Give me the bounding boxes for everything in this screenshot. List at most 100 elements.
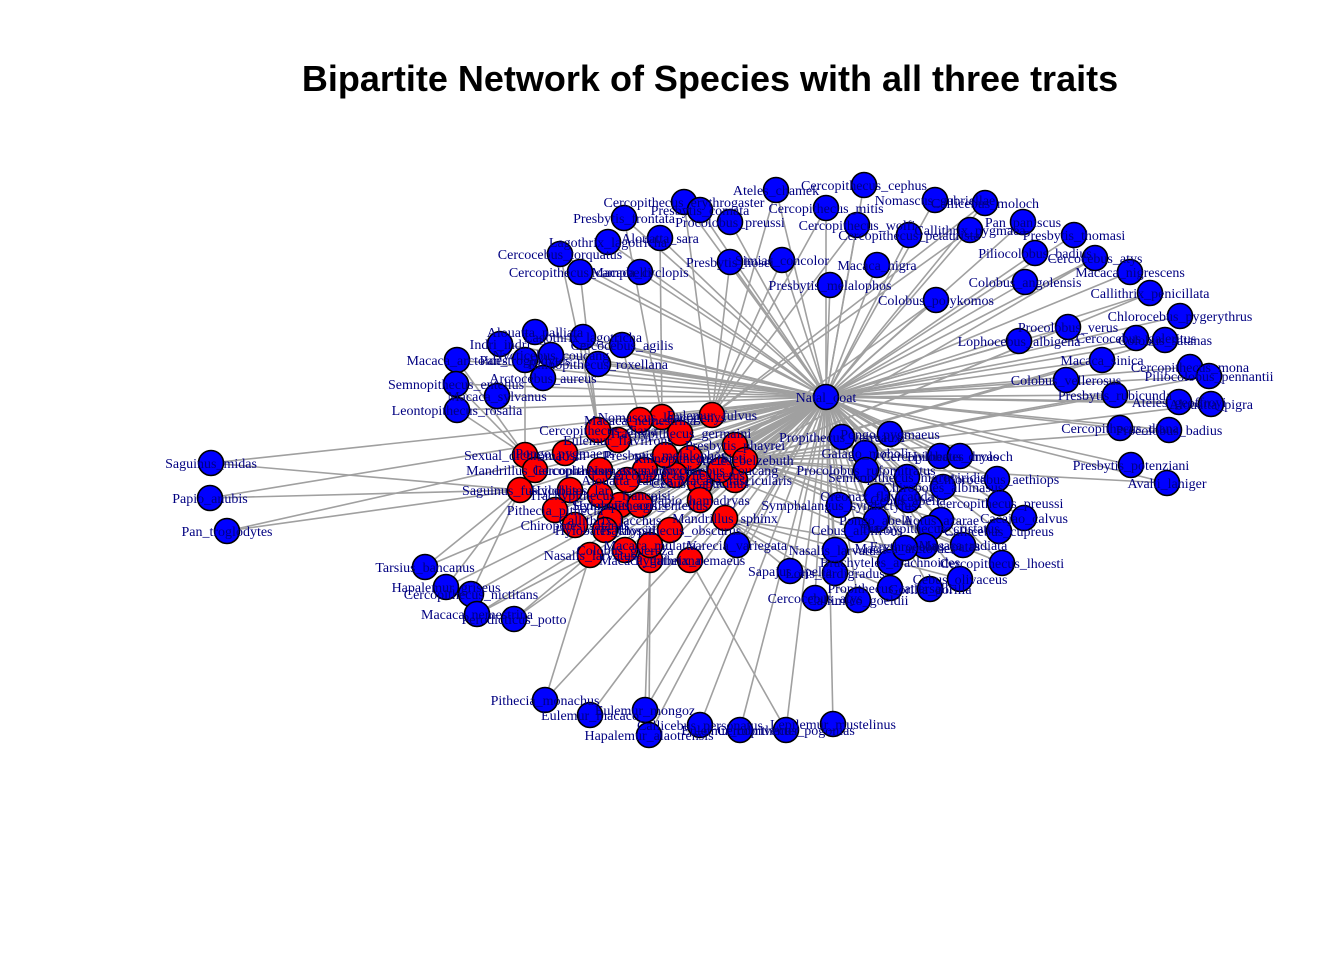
trait-node-label: Ateles_belzebuth bbox=[696, 454, 793, 469]
species-node bbox=[988, 549, 1016, 577]
species-node-label: Loris_tardigradus bbox=[785, 567, 885, 582]
edge bbox=[825, 264, 878, 398]
species-node-label: Presbytis_frontata bbox=[573, 212, 676, 227]
edge bbox=[789, 396, 827, 572]
species-node bbox=[1117, 451, 1145, 479]
species-node-label: Procolobus_preussi bbox=[675, 216, 785, 231]
edge bbox=[648, 396, 827, 736]
trait-node-label: Sexual_dichromatism bbox=[464, 449, 586, 464]
edge bbox=[825, 281, 1026, 398]
trait-node bbox=[711, 504, 739, 532]
trait-node bbox=[541, 496, 569, 524]
trait-node bbox=[731, 446, 759, 474]
species-node bbox=[801, 584, 829, 612]
edge bbox=[496, 395, 827, 398]
species-node bbox=[1060, 221, 1088, 249]
edge bbox=[579, 271, 827, 398]
species-node-label: Cercopithecus_mona bbox=[1131, 361, 1250, 376]
edge bbox=[582, 336, 599, 431]
species-node-label: Macaca_nemestrina bbox=[421, 608, 534, 623]
species-node-label: Pithecia_monachus bbox=[491, 694, 600, 709]
species-node bbox=[891, 534, 919, 562]
species-node bbox=[929, 473, 957, 501]
species-node bbox=[1054, 313, 1082, 341]
species-node-label: Lepilemur_mustelinus bbox=[770, 718, 896, 733]
edge bbox=[729, 261, 827, 398]
species-node bbox=[626, 258, 654, 286]
species-node-label: Sapajus_apella bbox=[748, 565, 833, 580]
species-node bbox=[843, 516, 871, 544]
species-node-label: Cercopithecus_wolfi bbox=[799, 219, 916, 234]
species-node bbox=[876, 420, 904, 448]
edge bbox=[825, 337, 1137, 398]
trait-node-label: Chiropotes_satanas bbox=[521, 519, 630, 534]
species-node-label: Piliocolobus_badius bbox=[978, 247, 1092, 262]
species-node-label: Rhinopithecus_roxellana bbox=[528, 358, 669, 373]
species-node bbox=[949, 531, 977, 559]
species-node-label: Cebus_albifrons bbox=[811, 524, 903, 539]
species-node-label: Cacajao_calvus bbox=[980, 512, 1068, 527]
species-node-label: Cercopithecus_preussi bbox=[937, 497, 1064, 512]
edge bbox=[445, 489, 521, 588]
species-node bbox=[608, 331, 636, 359]
hub-node-label: Natal_coat bbox=[796, 391, 857, 406]
species-node bbox=[1021, 239, 1049, 267]
species-node bbox=[463, 600, 491, 628]
species-node-label: Presbytis_potenziani bbox=[1073, 459, 1190, 474]
edge bbox=[825, 396, 836, 551]
species-node-label: Varecia_variegata bbox=[687, 539, 788, 554]
edge bbox=[734, 479, 858, 531]
edge bbox=[711, 189, 777, 416]
species-node bbox=[1197, 390, 1225, 418]
species-node-label: Cercocebus_agilis bbox=[571, 339, 674, 354]
edge bbox=[744, 433, 891, 461]
species-node-label: Trachypithecus_cristatus bbox=[860, 522, 999, 537]
edge bbox=[455, 383, 827, 398]
trait-node-label: Hylobates_lar bbox=[531, 484, 610, 499]
species-node bbox=[825, 491, 853, 519]
species-node-label: Aotus_azarae bbox=[903, 514, 979, 529]
trait-node-label: Cebus_capucinus bbox=[651, 477, 749, 492]
species-node-label: Alouatta_palliata bbox=[487, 326, 584, 341]
trait-node bbox=[561, 511, 589, 539]
edge bbox=[825, 396, 1000, 532]
species-node bbox=[985, 517, 1013, 545]
species-node-label: Cercopithecus_campbelli bbox=[509, 266, 651, 281]
species-node bbox=[1165, 388, 1193, 416]
species-node bbox=[768, 246, 796, 274]
edge bbox=[621, 344, 827, 398]
edge bbox=[711, 229, 971, 416]
trait-node bbox=[651, 441, 679, 469]
trait-node-label: Trachypithecus_germaini bbox=[609, 427, 752, 442]
species-node bbox=[443, 396, 471, 424]
species-node-label: Pan_paniscus bbox=[985, 216, 1061, 231]
species-node bbox=[1101, 381, 1129, 409]
species-node-label: Galago_moholi bbox=[821, 447, 908, 462]
trait-node-label: Nomascus_leucogenys bbox=[598, 411, 726, 426]
edge bbox=[226, 489, 521, 532]
edge bbox=[711, 261, 731, 416]
species-node bbox=[197, 449, 225, 477]
edge bbox=[589, 396, 827, 716]
species-node-label: Brachyteles_arachnoides bbox=[820, 556, 960, 571]
edge bbox=[825, 340, 1020, 398]
species-node-label: Callimico_goeldii bbox=[807, 594, 908, 609]
species-node-label: Callicebus_cupreus bbox=[944, 525, 1054, 540]
trait-node-label: Nasalis_larvatus bbox=[544, 549, 637, 564]
species-node bbox=[946, 442, 974, 470]
edge bbox=[825, 394, 1116, 398]
edge bbox=[659, 237, 663, 418]
trait-node-label: Macaca_fascicularis bbox=[678, 474, 792, 489]
species-node-label: Macaca_nigra bbox=[837, 259, 917, 274]
edge bbox=[579, 271, 599, 431]
species-node bbox=[1009, 208, 1037, 236]
species-node bbox=[726, 716, 754, 744]
trait-node-label: Cercopithecus_ascanius bbox=[533, 464, 668, 479]
species-node bbox=[852, 456, 880, 484]
species-node-label: Nomascus_gabriellae bbox=[875, 194, 996, 209]
edge bbox=[513, 396, 827, 620]
species-node-label: Ateles_geoffroyi bbox=[1132, 396, 1227, 411]
trait-node-label: Presbytis_melalophos bbox=[604, 449, 727, 464]
